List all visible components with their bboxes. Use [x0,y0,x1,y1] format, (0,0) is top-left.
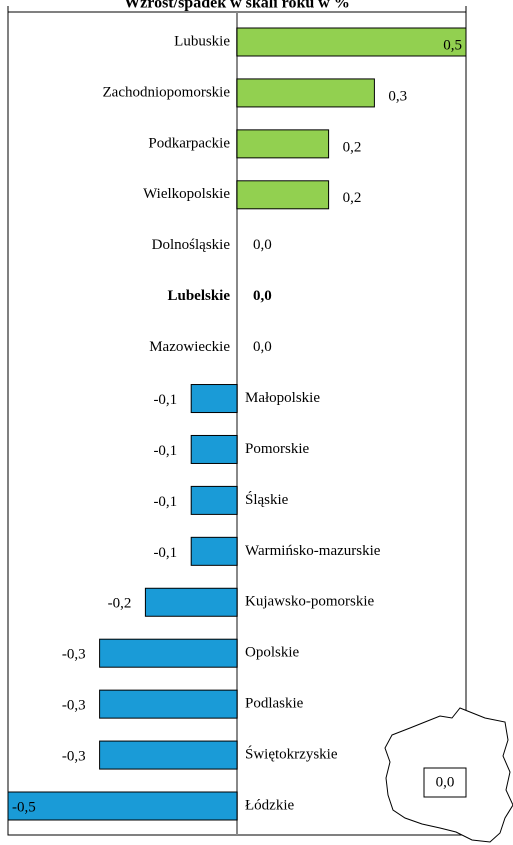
value-label: 0,0 [253,288,272,304]
value-label: -0,5 [12,799,36,815]
category-label: Mazowieckie [149,339,230,355]
category-label: Lubuskie [174,33,230,49]
map-label-box [423,767,467,798]
bar [236,27,467,57]
bar [190,485,238,515]
value-label: -0,1 [153,494,177,510]
value-label: 0,0 [253,237,272,253]
category-label: Podlaskie [245,696,304,712]
category-label: Warmińsko-mazurskie [245,543,381,559]
category-label: Wielkopolskie [143,186,230,202]
bar [99,740,238,770]
category-label: Zachodniopomorskie [103,84,231,100]
category-label: Łódzkie [245,797,294,813]
category-label: Świętokrzyskie [245,746,338,763]
value-label: -0,1 [153,545,177,561]
bar [190,536,238,566]
value-label: 0,2 [343,190,362,206]
bar [99,638,238,668]
bar [236,78,375,108]
bar [190,384,238,414]
chart-title: Wzrost/spadek w skali roku w % [124,0,350,12]
value-label: 0,3 [388,88,407,104]
category-label: Lubelskie [167,288,230,304]
bar [99,689,238,719]
bar [7,791,238,821]
category-label: Dolnośląskie [152,237,231,253]
category-label: Pomorskie [245,441,310,457]
category-label: Podkarpackie [148,135,230,151]
category-label: Śląskie [245,491,289,508]
value-label: -0,1 [153,392,177,408]
value-label: 0,5 [443,37,462,53]
value-label: -0,3 [62,698,86,714]
value-label: -0,1 [153,443,177,459]
map-label: 0,0 [436,774,455,790]
bar [144,587,238,617]
bar [236,180,330,210]
map-inset [384,707,513,843]
value-label: -0,3 [62,749,86,765]
value-label: -0,3 [62,647,86,663]
value-label: -0,2 [108,596,132,612]
bar [236,129,330,159]
category-label: Małopolskie [245,390,320,406]
value-label: 0,2 [343,139,362,155]
bar [190,434,238,464]
category-label: Kujawsko-pomorskie [245,594,374,610]
category-label: Opolskie [245,645,300,661]
value-label: 0,0 [253,339,272,355]
